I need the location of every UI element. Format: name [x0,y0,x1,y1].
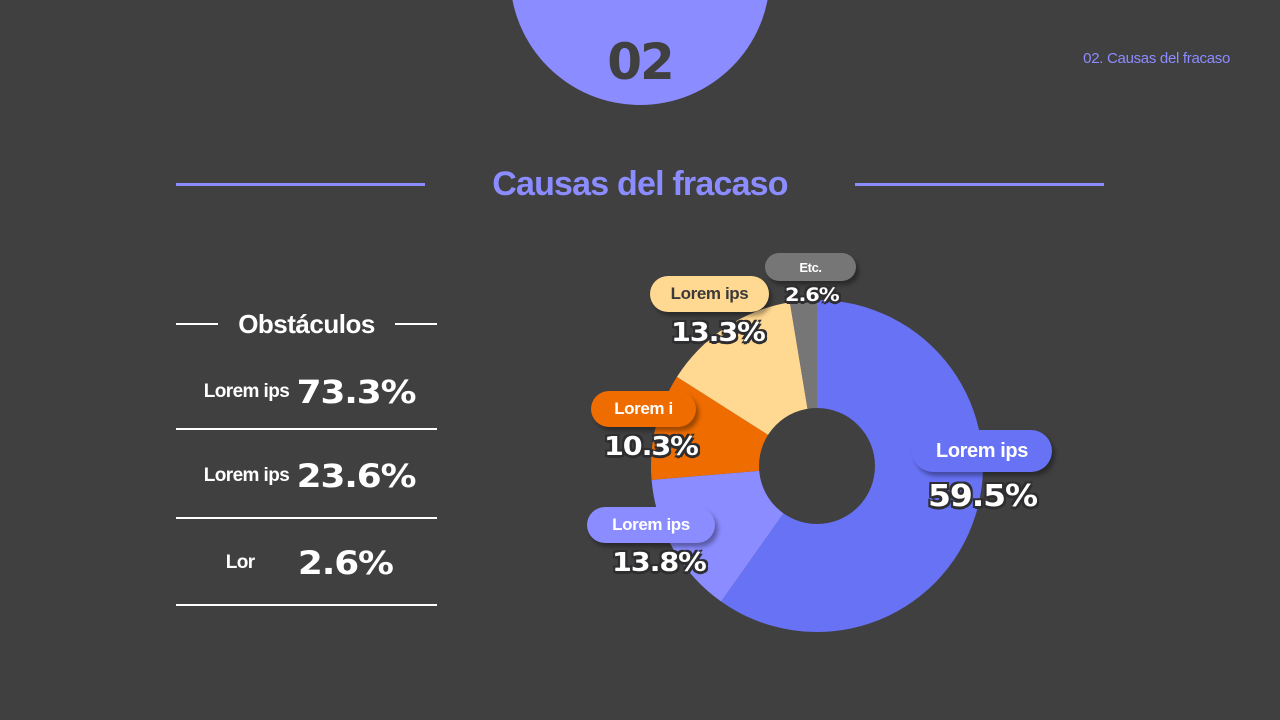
stat-label: Lorem ips [203,381,290,402]
stat-label: Lor [225,552,255,573]
section-number: 02 [607,33,675,91]
title-rule-left [176,183,425,186]
slice-value: 13.3% [671,318,766,348]
title-rule-right [855,183,1104,186]
divider [176,517,437,519]
slice-value: 10.3% [604,432,699,462]
slice-value: 13.8% [612,548,707,578]
slice-label-pill: Lorem ips [912,430,1052,472]
stat-value: 73.3% [296,373,417,411]
stat-value: 23.6% [296,457,417,495]
stat-row: Lorem ips 23.6% [176,446,437,506]
obstacles-title: Obstáculos [238,308,375,339]
divider [176,428,437,430]
divider [176,604,437,606]
stat-value: 2.6% [297,544,393,582]
slice-value: 59.5% [928,479,1038,514]
obstacles-header: Obstáculos [176,306,437,342]
slice-label-pill: Lorem i [591,391,696,427]
stat-label: Lorem ips [203,465,290,486]
slice-label-pill: Lorem ips [650,276,769,312]
slice-value: 2.6% [785,284,840,306]
stat-row: Lor 2.6% [176,533,437,593]
divider [176,323,218,325]
donut-hole [759,408,875,524]
page-title: Causas del fracaso [492,165,788,203]
divider [395,323,437,325]
breadcrumb: 02. Causas del fracaso [1083,50,1230,67]
stat-row: Lorem ips 73.3% [176,362,437,422]
slice-label-pill: Lorem ips [587,507,715,543]
slice-label-pill: Etc. [765,253,856,281]
